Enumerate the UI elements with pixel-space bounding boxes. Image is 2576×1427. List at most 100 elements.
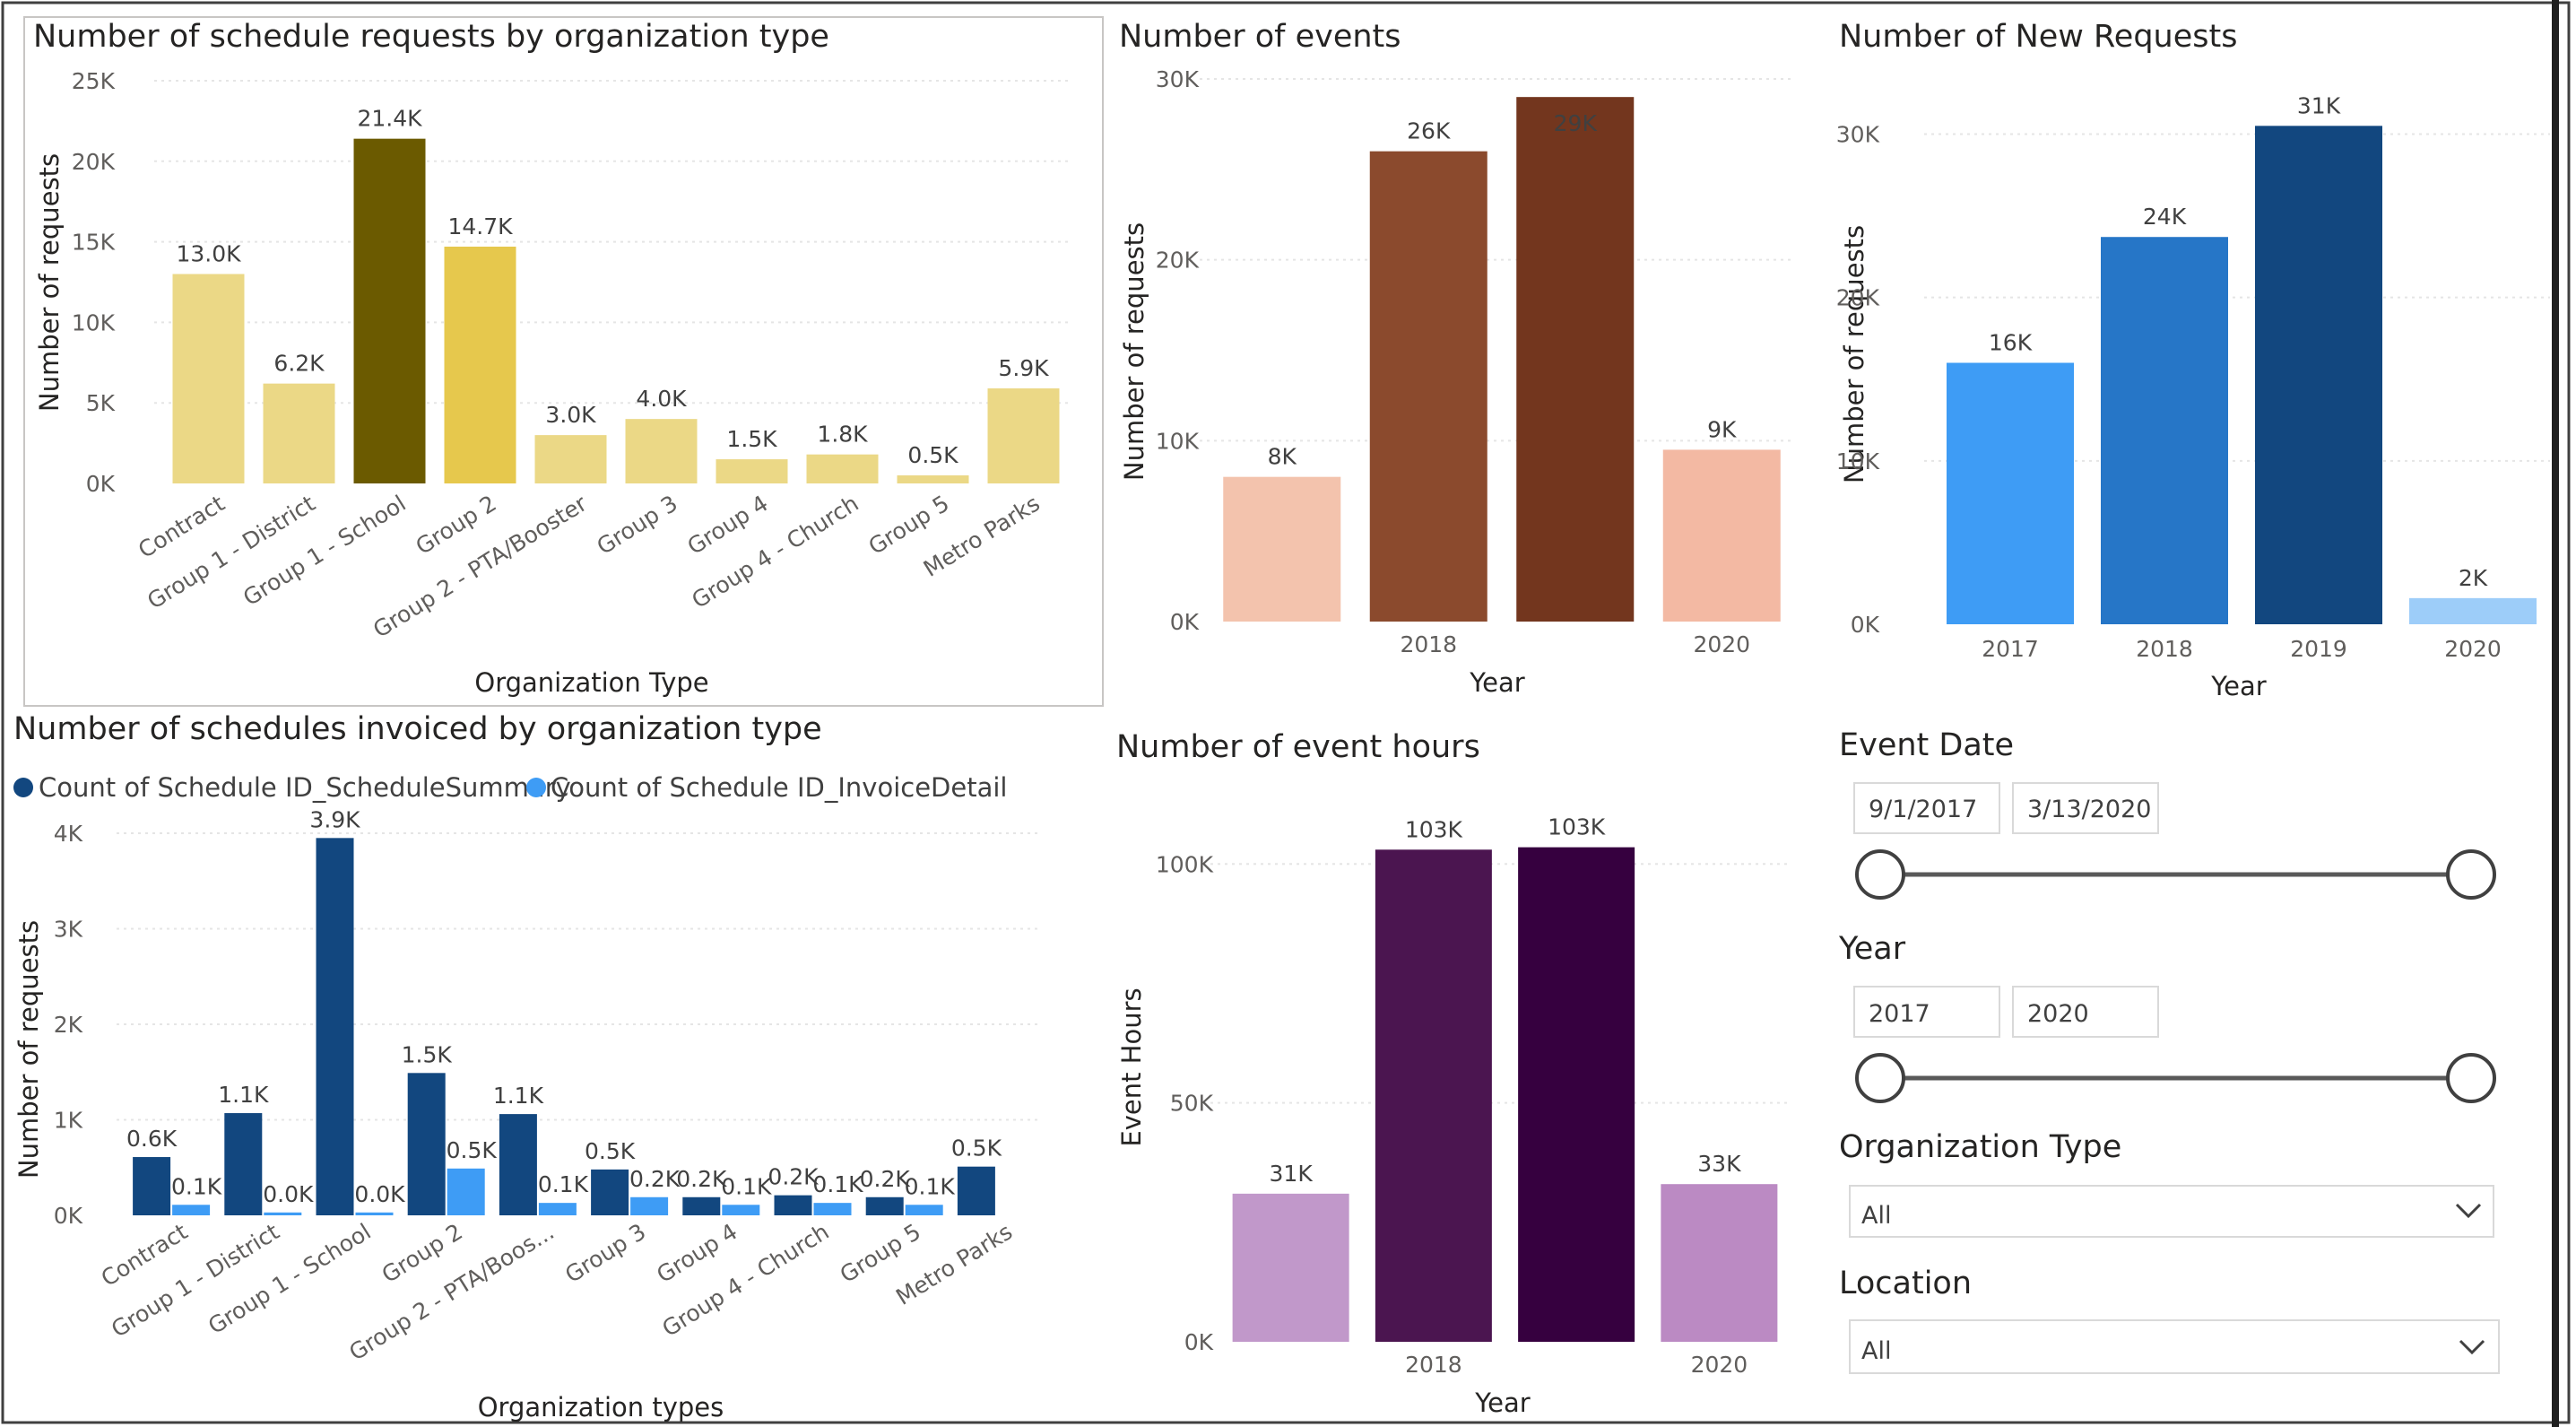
bar xyxy=(1516,97,1635,622)
data-label: 0.1K xyxy=(905,1173,956,1199)
chart3-xlabel: Year xyxy=(2210,671,2266,701)
bar xyxy=(538,1203,577,1215)
event-date-label: Event Date xyxy=(1839,727,2014,763)
x-tick-label: 2017 xyxy=(1982,636,2039,662)
x-tick-label: Group 4 - Church xyxy=(657,1218,833,1342)
bar xyxy=(133,1157,171,1215)
chevron-down-icon[interactable] xyxy=(2455,1203,2482,1219)
data-label: 6.2K xyxy=(273,351,325,377)
data-label: 0.6K xyxy=(126,1126,178,1152)
bar xyxy=(630,1196,669,1215)
chart4-legend: Count of Schedule ID_ScheduleSummary Cou… xyxy=(13,772,1007,803)
data-label: 1.5K xyxy=(402,1041,453,1067)
data-label: 0.2K xyxy=(676,1166,727,1192)
x-tick-label: 2018 xyxy=(1405,1352,1462,1378)
y-tick-label: 15K xyxy=(72,230,116,256)
x-tick-label: Group 1 - School xyxy=(239,490,411,611)
bar xyxy=(905,1205,943,1215)
chart3-ylabel: Number of requests xyxy=(1839,225,1869,483)
chart4-title: Number of schedules invoiced by organiza… xyxy=(13,711,822,747)
data-label: 2K xyxy=(2459,565,2488,591)
event-date-to-input[interactable]: 3/13/2020 xyxy=(2027,796,2151,823)
year-to-box[interactable] xyxy=(2012,986,2159,1038)
bar xyxy=(316,838,354,1215)
x-tick-label: 2018 xyxy=(1400,631,1457,657)
event-date-from-input[interactable]: 9/1/2017 xyxy=(1869,796,1977,823)
data-label: 1.1K xyxy=(218,1082,269,1108)
bar xyxy=(172,1205,211,1215)
x-tick-label: 2018 xyxy=(2136,636,2193,662)
data-label: 29K xyxy=(1554,110,1598,136)
year-from-input[interactable]: 2017 xyxy=(1869,1000,1930,1028)
year-slider-end-handle[interactable] xyxy=(2446,1053,2496,1103)
data-label: 1.8K xyxy=(817,422,868,448)
location-value: All xyxy=(1861,1337,1891,1365)
chart1-xlabel: Organization Type xyxy=(474,667,708,698)
data-label: 31K xyxy=(2297,92,2341,118)
bar xyxy=(987,388,1060,483)
data-label: 33K xyxy=(1697,1151,1741,1177)
chart2-plot: 0K 10K 20K 30K 8K 2018 26K 29K 2020 9K xyxy=(1156,66,1795,657)
bar xyxy=(813,1203,852,1215)
y-tick-label: 1K xyxy=(54,1108,83,1134)
bar xyxy=(1223,476,1341,622)
data-label: 1.1K xyxy=(493,1083,544,1109)
bar xyxy=(355,1212,394,1215)
chart2-xlabel: Year xyxy=(1469,667,1524,698)
y-tick-label: 100K xyxy=(1156,851,1214,877)
bar xyxy=(172,274,245,483)
y-tick-label: 10K xyxy=(1156,428,1200,454)
data-label: 0.1K xyxy=(721,1173,772,1199)
bar xyxy=(957,1166,995,1215)
organization-type-slicer: Organization Type All xyxy=(1839,1129,2494,1238)
year-slicer: Year 2017 2020 xyxy=(1838,931,2496,1103)
data-label: 0.1K xyxy=(812,1171,863,1197)
location-dropdown[interactable] xyxy=(1849,1319,2500,1374)
bar xyxy=(2101,237,2228,624)
year-to-input[interactable]: 2020 xyxy=(2027,1000,2089,1028)
data-label: 24K xyxy=(2143,204,2187,230)
chevron-down-icon[interactable] xyxy=(2459,1339,2485,1355)
data-label: 103K xyxy=(1405,816,1463,842)
y-tick-label: 20K xyxy=(1836,285,1880,311)
bar xyxy=(1375,849,1492,1342)
y-tick-label: 0K xyxy=(1851,612,1880,638)
bar xyxy=(447,1168,485,1215)
data-label: 5.9K xyxy=(998,355,1049,381)
bar xyxy=(591,1169,629,1215)
bar xyxy=(722,1205,760,1215)
data-label: 0.5K xyxy=(585,1138,636,1164)
organization-type-dropdown[interactable] xyxy=(1849,1185,2494,1238)
bar xyxy=(499,1114,537,1215)
bar xyxy=(1661,1184,1778,1342)
chart3-plot: 0K 10K 20K 30K 2017 16K 2018 24K 2019 31K 2020 2K xyxy=(1836,92,2550,662)
year-slider-start-handle[interactable] xyxy=(1855,1053,1905,1103)
bar xyxy=(407,1073,446,1215)
legend-marker-invoice xyxy=(526,778,546,797)
y-tick-label: 30K xyxy=(1836,121,1880,147)
data-label: 0.2K xyxy=(768,1164,819,1190)
data-label: 14.7K xyxy=(447,213,513,239)
location-slicer: Location All xyxy=(1839,1266,2500,1374)
year-from-box[interactable] xyxy=(1853,986,2000,1038)
chart1-ylabel: Number of requests xyxy=(34,153,65,412)
event-date-to-box[interactable] xyxy=(2012,782,2159,834)
focused-visual-border xyxy=(23,16,1104,707)
data-label: 0.0K xyxy=(263,1181,314,1207)
event-date-slider-start-handle[interactable] xyxy=(1855,849,1905,900)
bar xyxy=(1369,151,1487,622)
event-date-from-box[interactable] xyxy=(1853,782,2000,834)
bar xyxy=(897,475,969,483)
year-label: Year xyxy=(1838,931,1906,967)
event-date-slider-end-handle[interactable] xyxy=(2446,849,2496,900)
x-tick-label: 2020 xyxy=(1693,631,1750,657)
chart5-title: Number of event hours xyxy=(1116,729,1480,765)
x-tick-label: Group 1 - School xyxy=(204,1218,376,1339)
data-label: 0.2K xyxy=(860,1166,911,1192)
data-label: 26K xyxy=(1407,118,1451,144)
bar xyxy=(625,419,698,483)
data-label: 0.5K xyxy=(907,442,958,468)
